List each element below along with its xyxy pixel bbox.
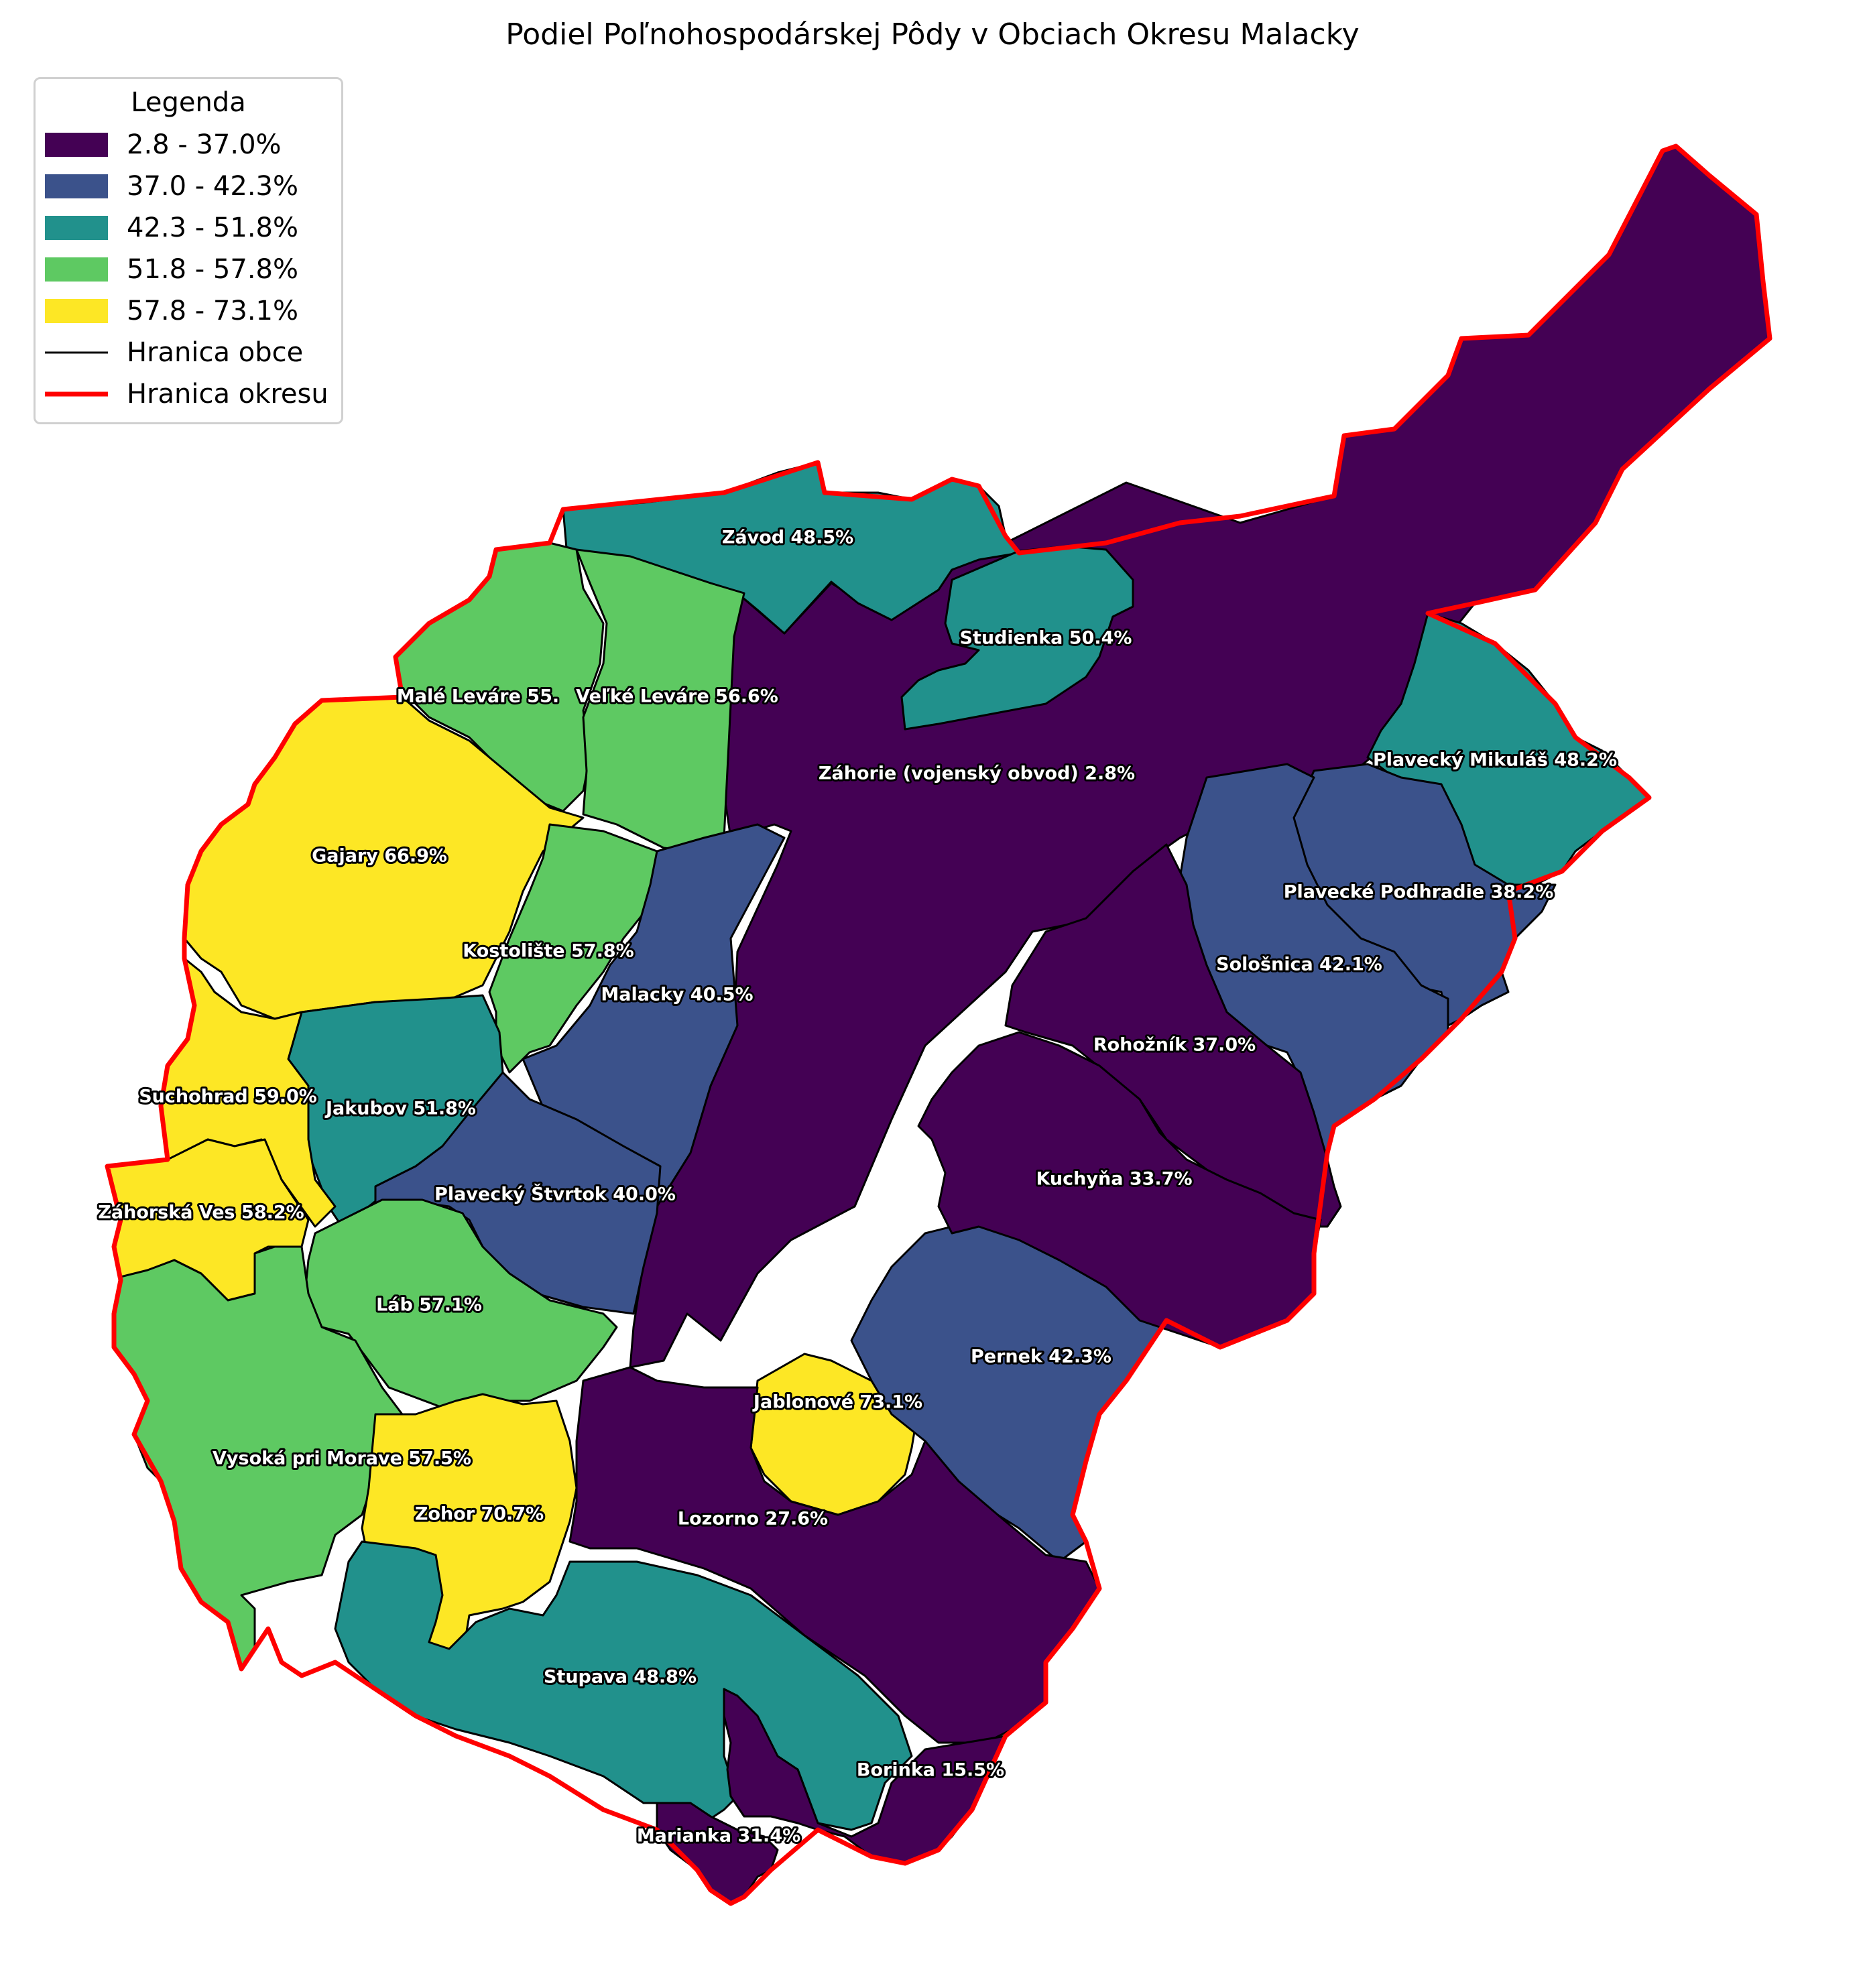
label-plavecke-podhradie: Plavecké Podhradie 38.2% [1284,882,1554,903]
label-vysoka-pri-morave: Vysoká pri Morave 57.5% [213,1448,471,1469]
label-plavecky-mikulas: Plavecký Mikuláš 48.2% [1373,750,1617,771]
legend-swatch [45,174,108,198]
label-pernek: Pernek 42.3% [971,1347,1111,1367]
legend-item-class-2: 37.0 - 42.3% [45,170,298,203]
label-jakubov: Jakubov 51.8% [324,1099,476,1119]
label-zohor: Zohor 70.7% [415,1504,544,1525]
legend-item-class-5: 57.8 - 73.1% [45,294,298,328]
legend-label: Hranica okresu [127,379,328,410]
map-title: Podiel Poľnohospodárskej Pôdy v Obciach … [505,17,1359,52]
municipality-polygons [106,145,1771,1905]
label-malacky: Malacky 40.5% [601,985,753,1005]
label-zavod: Závod 48.5% [722,527,853,548]
label-rohoznik: Rohožník 37.0% [1093,1035,1256,1056]
legend-label: 42.3 - 51.8% [127,212,298,243]
label-suchohrad: Suchohrad 59.0% [139,1086,317,1107]
legend-line-swatch [45,382,108,406]
label-lab: Láb 57.1% [376,1295,482,1316]
legend-swatch [45,257,108,282]
legend-item-class-4: 51.8 - 57.8% [45,253,298,286]
label-velke-levare: Veľké Leváre 56.6% [576,686,778,707]
legend-item-district-boundary: Hranica okresu [45,377,328,411]
legend: Legenda 2.8 - 37.0% 37.0 - 42.3% 42.3 - … [34,77,343,424]
legend-swatch [45,133,108,157]
legend-swatch [45,216,108,240]
region-jablonove[interactable] [749,1353,920,1516]
legend-swatch [45,299,108,323]
region-studienka[interactable] [900,545,1134,731]
label-plavecky-stvrtok: Plavecký Štvrtok 40.0% [434,1184,676,1205]
legend-label: 2.8 - 37.0% [127,129,282,160]
legend-label: 37.0 - 42.3% [127,171,298,202]
label-male-levare: Malé Leváre 55. [397,686,559,707]
label-stupava: Stupava 48.8% [544,1667,697,1688]
label-jablonove: Jablonové 73.1% [752,1392,922,1413]
legend-label: 51.8 - 57.8% [127,254,298,285]
label-borinka: Borinka 15.5% [857,1760,1004,1781]
legend-line-swatch [45,340,108,365]
label-marianka: Marianka 31.4% [637,1826,800,1847]
legend-item-municipality-boundary: Hranica obce [45,336,303,369]
label-gajary: Gajary 66.9% [312,846,447,867]
label-zahorie: Záhorie (vojenský obvod) 2.8% [819,763,1135,784]
legend-item-class-3: 42.3 - 51.8% [45,211,298,245]
region-vysoka-pri-morave[interactable] [113,1245,404,1670]
region-labels: Závod 48.5% Studienka 50.4% Malé Leváre … [96,525,1619,1849]
label-kostoliste: Kostolište 57.8% [463,941,634,962]
label-lozorno: Lozorno 27.6% [678,1509,828,1530]
district-boundary [105,143,1772,1906]
legend-label: Hranica obce [127,337,304,368]
label-studienka: Studienka 50.4% [960,628,1132,649]
region-rohoznik[interactable] [1004,843,1342,1228]
label-zahorska-ves: Záhorská Ves 58.2% [98,1202,304,1223]
region-lab[interactable] [304,1198,618,1409]
label-solosnica: Sološnica 42.1% [1216,954,1382,975]
legend-label: 57.8 - 73.1% [127,296,298,326]
legend-item-class-1: 2.8 - 37.0% [45,128,282,162]
label-kuchyna: Kuchyňa 33.7% [1036,1169,1192,1190]
legend-title: Legenda [131,87,246,118]
region-marianka[interactable] [656,1802,779,1905]
